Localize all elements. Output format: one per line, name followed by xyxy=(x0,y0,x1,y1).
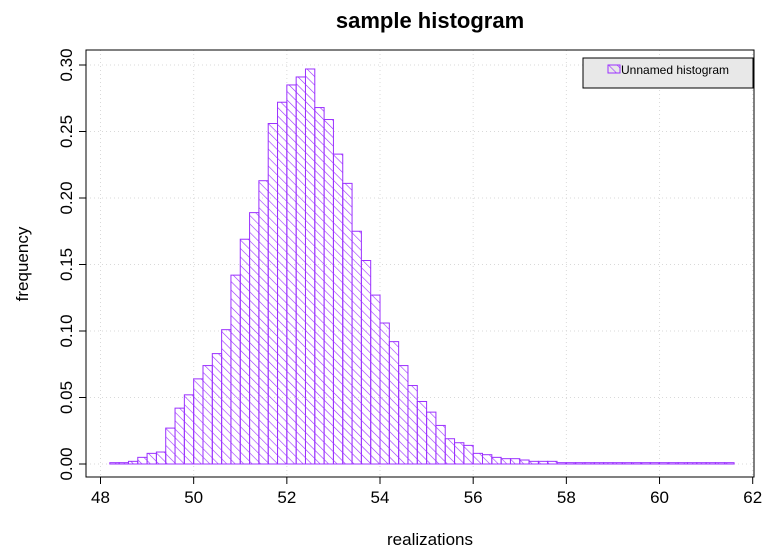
x-tick-label: 62 xyxy=(743,488,762,507)
histogram-bar xyxy=(314,107,325,465)
legend-label: Unnamed histogram xyxy=(621,63,729,77)
x-tick-label: 54 xyxy=(371,488,390,507)
histogram-bar xyxy=(724,462,735,465)
histogram-bar xyxy=(183,394,195,465)
histogram-bar xyxy=(398,365,409,465)
histogram-bar xyxy=(686,462,698,465)
histogram-bar xyxy=(556,462,567,465)
y-tick-label: 0.30 xyxy=(57,48,76,81)
histogram-bar xyxy=(565,462,577,465)
histogram-bar xyxy=(426,411,437,465)
histogram-bar xyxy=(528,460,539,465)
histogram-bar xyxy=(454,442,465,465)
histogram-bar xyxy=(267,123,279,465)
histogram-bar xyxy=(155,451,167,465)
histogram-bar xyxy=(342,182,353,465)
histogram-bars xyxy=(109,68,735,465)
histogram-bar xyxy=(286,84,297,465)
x-tick-label: 50 xyxy=(184,488,203,507)
histogram-bar xyxy=(668,462,679,465)
histogram-bar xyxy=(463,444,474,465)
histogram-bar xyxy=(714,462,726,465)
x-axis-ticks: 48 50 52 54 56 58 60 62 xyxy=(91,477,762,507)
x-tick-label: 56 xyxy=(464,488,483,507)
x-tick-label: 52 xyxy=(277,488,296,507)
y-axis-label: frequency xyxy=(13,226,32,301)
y-tick-label: 0.00 xyxy=(57,447,76,480)
histogram-bar xyxy=(258,180,269,465)
histogram-bar xyxy=(677,462,688,465)
histogram-bar xyxy=(239,238,251,465)
x-axis-label: realizations xyxy=(387,530,473,549)
histogram-bar xyxy=(370,294,381,465)
histogram-bar xyxy=(435,424,446,465)
legend-swatch xyxy=(607,64,621,74)
histogram-bar xyxy=(659,462,670,465)
histogram-bar xyxy=(127,460,139,465)
histogram-bar xyxy=(230,274,241,465)
histogram-bar xyxy=(603,462,614,465)
histogram-bar xyxy=(472,452,484,465)
histogram-bar xyxy=(640,462,651,465)
histogram-bar xyxy=(649,462,661,465)
histogram-bar xyxy=(547,460,558,465)
histogram-bar xyxy=(388,341,400,465)
histogram-bar xyxy=(109,462,120,465)
histogram-bar xyxy=(621,462,633,465)
histogram-bar xyxy=(482,454,493,465)
chart-title: sample histogram xyxy=(336,8,524,33)
histogram-bar xyxy=(211,353,223,465)
histogram-bar xyxy=(146,452,157,465)
histogram-bar xyxy=(221,329,232,465)
histogram-bar xyxy=(500,458,511,465)
histogram-bar xyxy=(416,400,428,465)
x-tick-label: 48 xyxy=(91,488,110,507)
histogram-bar xyxy=(593,462,605,465)
histogram-bar xyxy=(174,407,185,465)
y-axis-ticks: 0.00 0.05 0.10 0.15 0.20 0.25 0.30 xyxy=(57,48,86,481)
x-tick-label: 58 xyxy=(557,488,576,507)
histogram-bar xyxy=(323,119,334,465)
y-tick-label: 0.25 xyxy=(57,115,76,148)
histogram-bar xyxy=(202,365,213,465)
histogram-bar xyxy=(509,458,521,465)
y-tick-label: 0.20 xyxy=(57,181,76,214)
y-tick-label: 0.05 xyxy=(57,381,76,414)
histogram-bar xyxy=(612,462,623,465)
y-tick-label: 0.15 xyxy=(57,248,76,281)
histogram-bar xyxy=(118,462,129,465)
histogram-bar xyxy=(165,427,176,465)
histogram-bar xyxy=(519,459,530,465)
histogram-bar xyxy=(360,260,372,465)
legend: Unnamed histogram xyxy=(582,57,754,89)
plot-frame xyxy=(85,49,755,478)
histogram-bar xyxy=(491,456,502,465)
histogram-bar xyxy=(249,212,260,465)
histogram-bar xyxy=(379,322,390,465)
histogram-bar xyxy=(631,462,642,465)
histogram-bar xyxy=(193,378,204,465)
histogram-bar xyxy=(537,460,549,465)
histogram-bar xyxy=(696,462,707,465)
legend-box xyxy=(582,57,754,89)
histogram-bar xyxy=(351,230,362,465)
histogram-bar xyxy=(584,462,595,465)
histogram-bar xyxy=(295,76,306,465)
x-tick-label: 60 xyxy=(650,488,669,507)
histogram-bar xyxy=(304,68,316,465)
histogram-bar xyxy=(407,385,418,465)
histogram-bar xyxy=(575,462,586,465)
histogram-bar xyxy=(137,456,148,465)
histogram-bar xyxy=(705,462,716,465)
histogram-bar xyxy=(277,101,288,465)
y-tick-label: 0.10 xyxy=(57,314,76,347)
histogram-bar xyxy=(332,153,344,465)
histogram-bar xyxy=(444,438,456,465)
